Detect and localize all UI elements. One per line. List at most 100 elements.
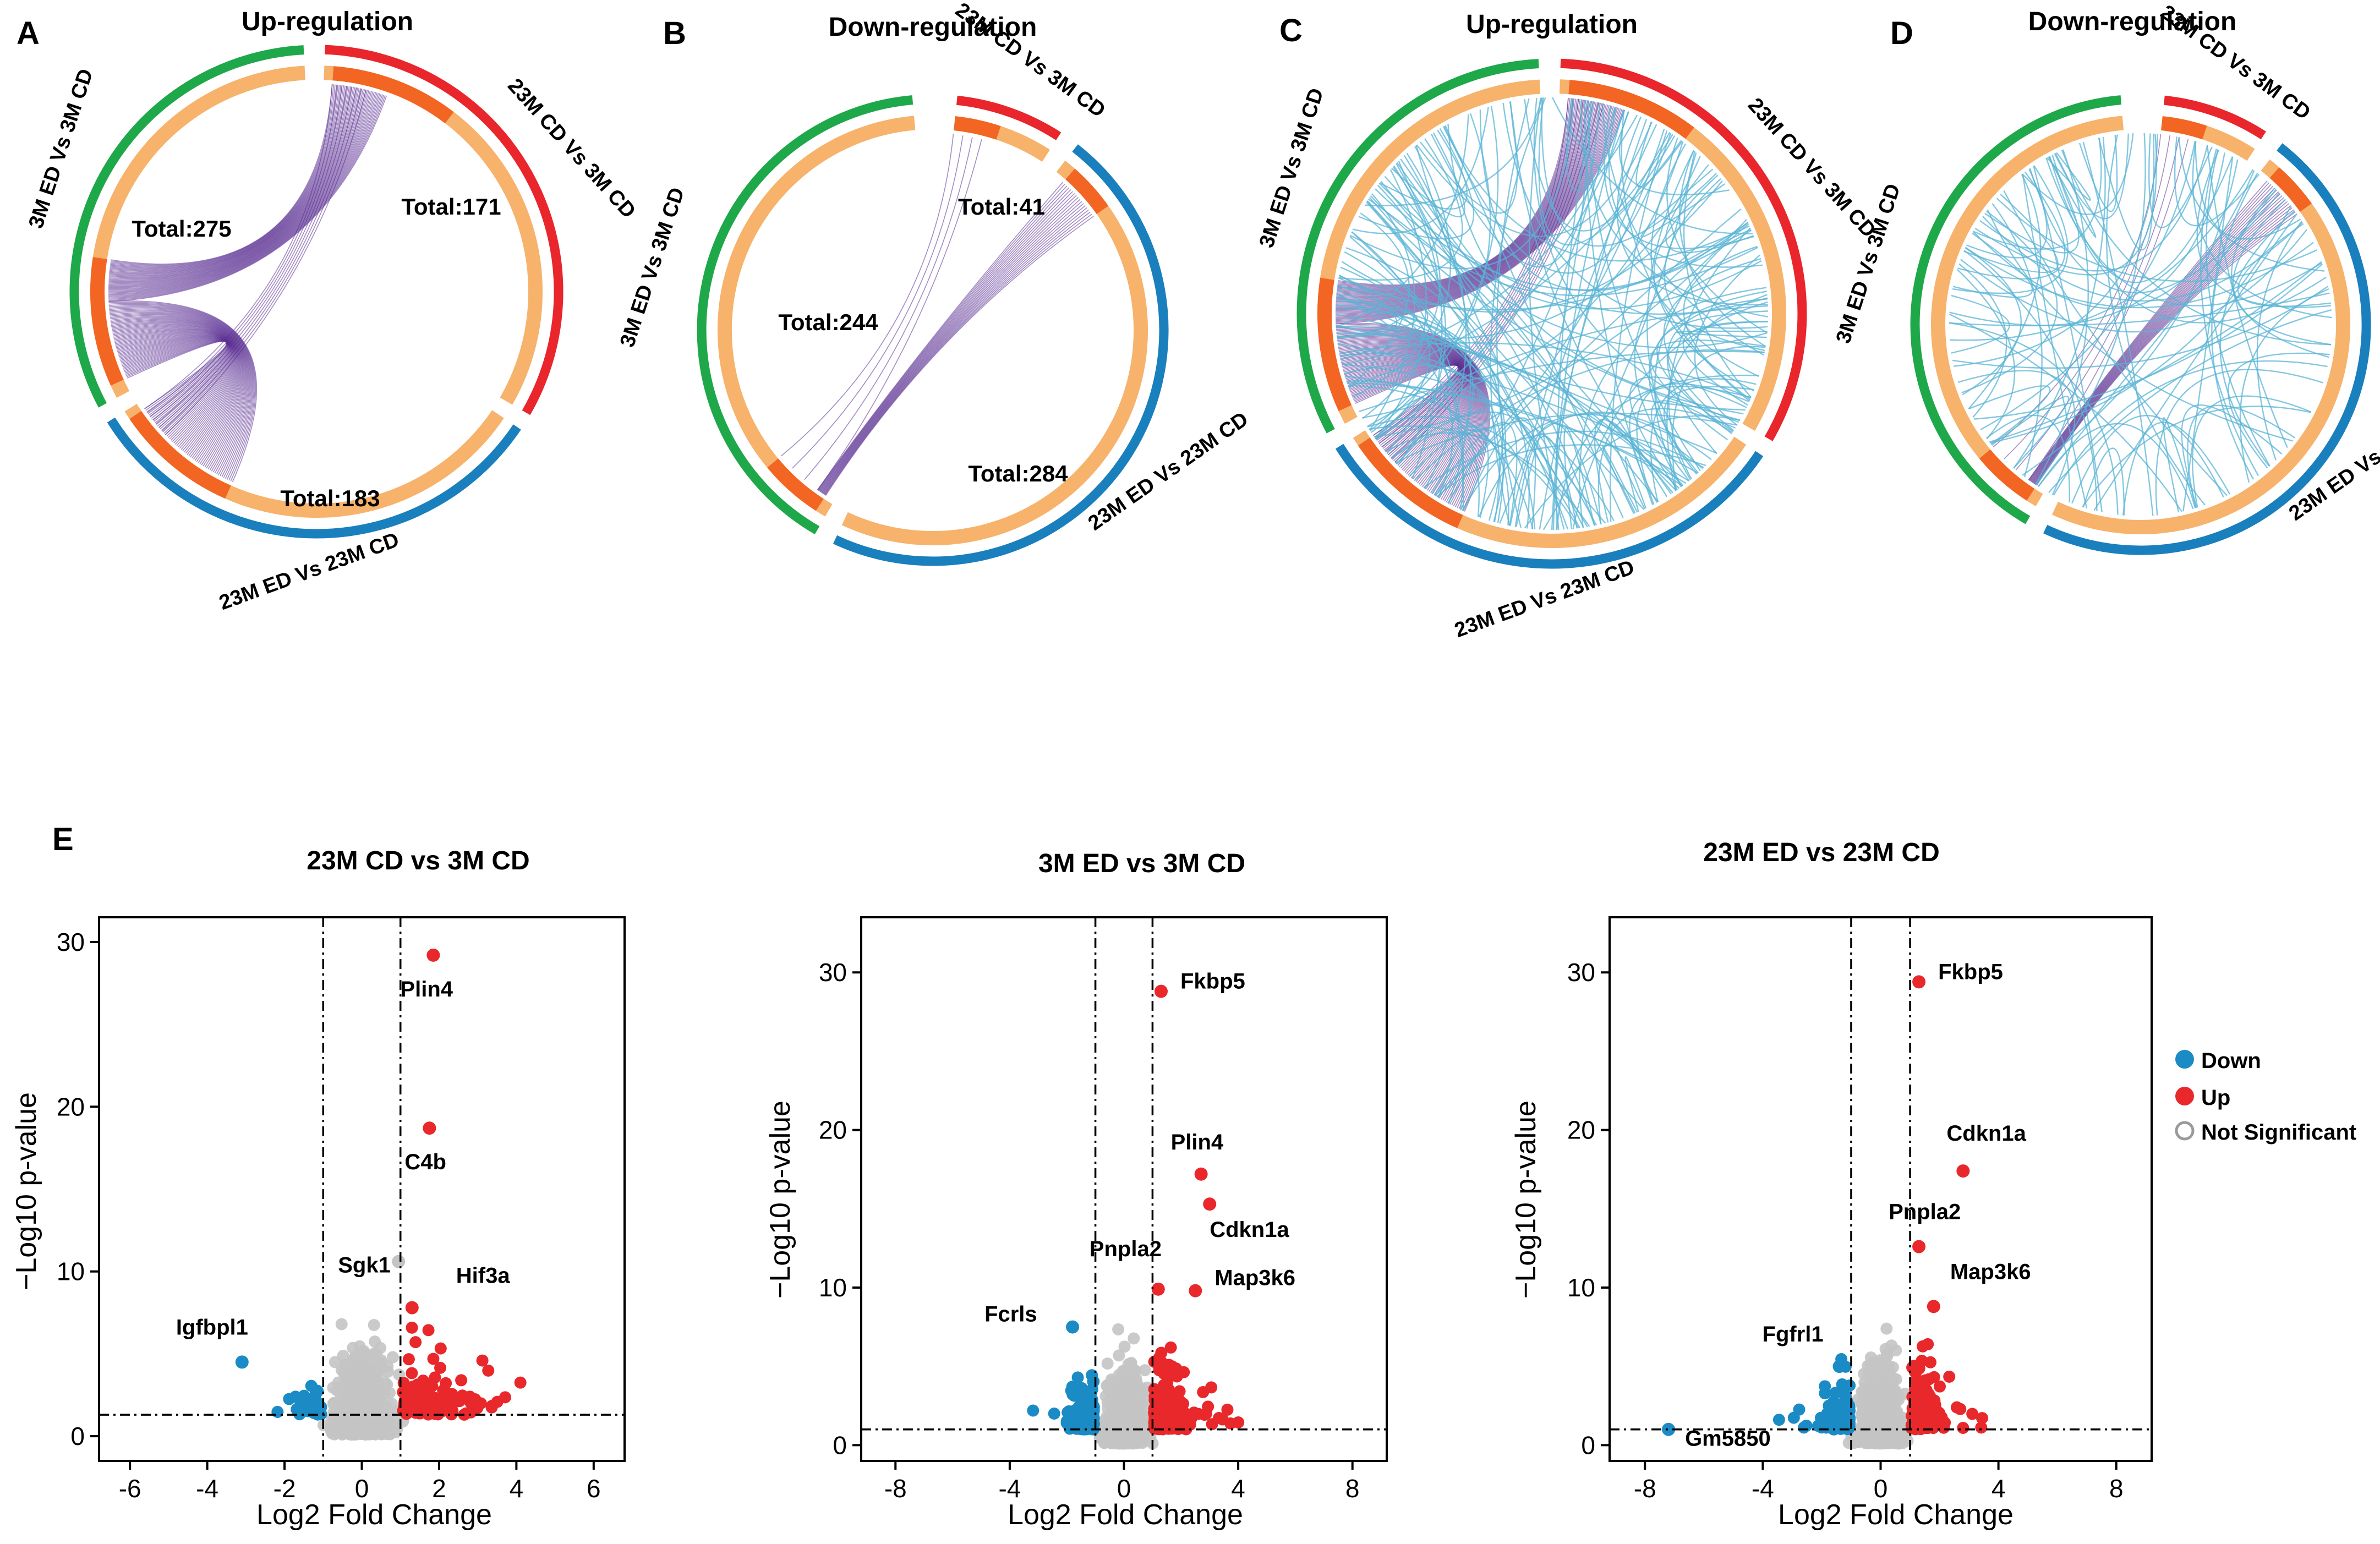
point-up (1213, 1411, 1225, 1424)
x-axis-label: Log2 Fold Change (1778, 1499, 2014, 1531)
point-up (1917, 1340, 1929, 1353)
chord-link-shared (110, 314, 248, 472)
chord-link-other (1490, 97, 1546, 526)
volcano-panel-2: 3M ED vs 3M CD Log2 Fold Change −Log10 p… (764, 849, 1388, 1531)
chord-sector-outer-arc (833, 144, 1169, 566)
chord-link-other (1973, 138, 2102, 250)
chord-sector-outer-arc (69, 45, 304, 408)
chord-link-other (1950, 169, 2254, 341)
point-ns (1124, 1358, 1137, 1371)
chord-link-shared (820, 195, 1077, 493)
chord-sector-shared-arc (1568, 80, 1694, 139)
chord-link-other (1958, 263, 2007, 418)
chord-link-shared (110, 313, 248, 473)
gene-label: Igfbpl1 (176, 1315, 248, 1339)
point-up (409, 1336, 422, 1349)
point-ns (1116, 1400, 1129, 1413)
chord-sector-inner-arc (717, 116, 916, 517)
chord-link-other (1979, 145, 2208, 272)
point-up (1966, 1408, 1979, 1420)
chord-sector-shared-arc (90, 257, 124, 386)
chord-panel-a: Up-regulation 23M CD Vs 3M CDTotal:17123… (24, 7, 640, 615)
chord-link-other (2106, 134, 2206, 506)
x-tick-label: 0 (355, 1474, 369, 1503)
point-ns (335, 1422, 348, 1435)
chord-link-other (1336, 156, 1701, 340)
point-down (1071, 1371, 1084, 1384)
point-ns (1099, 1421, 1112, 1434)
chord-link-other (1345, 247, 1503, 521)
point-ns (1886, 1436, 1898, 1448)
chord-sector-shared-arc (332, 66, 454, 124)
chord-link-other (2078, 135, 2118, 212)
x-axis-label: Log2 Fold Change (256, 1499, 492, 1531)
chord-link-other (1436, 444, 1706, 497)
x-tick-label: 4 (1991, 1474, 2006, 1503)
chord-link-shared (792, 135, 964, 469)
chord-link-shared (819, 189, 1071, 492)
chord-link-other (1572, 301, 1768, 529)
chord-link-other (1370, 113, 1491, 433)
x-tick-label: 2 (432, 1474, 446, 1503)
chord-link-other (1601, 445, 1638, 514)
point-up (1232, 1416, 1245, 1428)
chord-sector-outer-arc (697, 95, 913, 535)
point-up (426, 1406, 439, 1419)
point-highlighted (1066, 1320, 1080, 1334)
point-up (1157, 1412, 1169, 1425)
chord-link-shared (824, 211, 1091, 495)
point-ns (353, 1373, 365, 1386)
point-highlighted (392, 1255, 406, 1268)
chord-link-other (2048, 152, 2097, 238)
chord-link-other (1584, 100, 1654, 505)
chord-link-shared (817, 139, 982, 490)
chord-link-shared (817, 183, 1065, 491)
point-ns (1874, 1433, 1887, 1446)
point-up (401, 1393, 414, 1405)
point-up (471, 1401, 484, 1414)
chord-link-other (1949, 292, 2330, 327)
chord-link-other (1337, 285, 1464, 510)
chord-link-other (2082, 447, 2125, 516)
gene-label: Pnpla2 (1090, 1237, 1162, 1261)
chord-link-shared (110, 315, 247, 471)
chord-link-other (1683, 152, 1752, 398)
chord-title: Up-regulation (1466, 10, 1638, 39)
chord-sector-shared-arc (953, 116, 1001, 140)
chord-link-other (1336, 293, 1454, 498)
chord-link-other (1351, 231, 1464, 511)
chord-link-other (1336, 288, 1717, 454)
point-up (1205, 1381, 1218, 1394)
x-tick-label: 8 (1345, 1474, 1360, 1503)
chord-link-other (1991, 396, 2070, 469)
chord-link-shared (822, 203, 1084, 494)
chord-link-other (2051, 154, 2233, 283)
chord-link-shared (109, 309, 250, 475)
chord-link-other (2187, 404, 2296, 508)
chord-link-other (1597, 408, 1736, 524)
point-ns (1115, 1419, 1128, 1431)
y-tick-label: 10 (57, 1257, 85, 1286)
point-down (1064, 1408, 1077, 1420)
chord-link-other (1437, 208, 1742, 498)
chord-link-other (1375, 397, 1424, 455)
chord-link-shared (819, 191, 1073, 492)
chord-link-other (1952, 233, 2033, 298)
point-up (499, 1391, 511, 1404)
point-up (1943, 1370, 1956, 1383)
x-tick-label: 0 (1117, 1474, 1131, 1503)
y-tick-label: 0 (833, 1431, 847, 1459)
chord-link-other (1954, 134, 2158, 367)
chord-link-other (1403, 155, 1471, 504)
point-up (406, 1367, 418, 1379)
chord-link-shared (1336, 107, 1617, 318)
point-highlighted (426, 948, 440, 962)
point-up (1161, 1376, 1174, 1389)
chord-link-other (2046, 152, 2091, 201)
chord-link-other (1365, 97, 1543, 206)
chord-link-other (1984, 156, 2080, 254)
point-ns (1873, 1416, 1886, 1429)
chord-link-other (1375, 188, 1749, 291)
points (1662, 975, 1988, 1450)
chord-link-other (1962, 247, 2022, 396)
